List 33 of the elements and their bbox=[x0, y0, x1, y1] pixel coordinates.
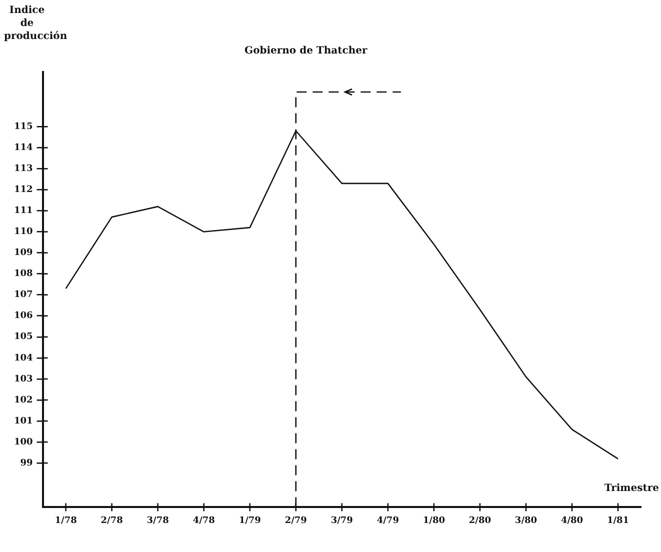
x-tick-label: 1/80 bbox=[422, 516, 445, 526]
x-tick-label: 1/79 bbox=[238, 516, 261, 526]
y-tick-label: 99 bbox=[20, 458, 33, 468]
x-tick-label: 1/78 bbox=[54, 516, 77, 526]
y-tick-label: 108 bbox=[14, 269, 33, 280]
x-tick-label: 2/78 bbox=[100, 516, 123, 526]
y-tick-label: 109 bbox=[14, 248, 33, 258]
y-tick-label: 114 bbox=[14, 143, 33, 154]
y-tick-label: 101 bbox=[14, 416, 33, 426]
x-tick-label: 3/79 bbox=[330, 516, 353, 526]
x-axis-title: Trimestre bbox=[604, 482, 659, 494]
x-tick-label: 4/78 bbox=[192, 516, 215, 526]
x-tick-label: 4/80 bbox=[560, 516, 584, 526]
y-tick-label: 110 bbox=[14, 227, 33, 238]
x-tick-label: 2/80 bbox=[468, 516, 491, 526]
x-tick-label: 4/79 bbox=[376, 516, 399, 526]
x-tick-label: 3/78 bbox=[146, 516, 169, 526]
y-tick-label: 103 bbox=[14, 374, 33, 384]
y-tick-label: 111 bbox=[14, 206, 33, 216]
y-tick-label: 102 bbox=[14, 395, 33, 406]
y-tick-label: 104 bbox=[14, 353, 33, 364]
y-tick-label: 105 bbox=[14, 332, 33, 342]
y-tick-label: 106 bbox=[14, 311, 33, 322]
x-tick-label: 2/79 bbox=[284, 516, 307, 526]
y-tick-label: 100 bbox=[14, 437, 33, 448]
y-tick-label: 113 bbox=[14, 164, 33, 174]
x-tick-label: 1/81 bbox=[606, 516, 630, 526]
y-axis-title: Indice de producción bbox=[4, 4, 68, 43]
y-tick-label: 112 bbox=[14, 185, 33, 196]
x-tick-label: 3/80 bbox=[514, 516, 537, 526]
y-tick-label: 107 bbox=[14, 290, 33, 300]
ref-line-label: Gobierno de Thatcher bbox=[244, 46, 368, 57]
y-tick-label: 115 bbox=[14, 122, 33, 132]
